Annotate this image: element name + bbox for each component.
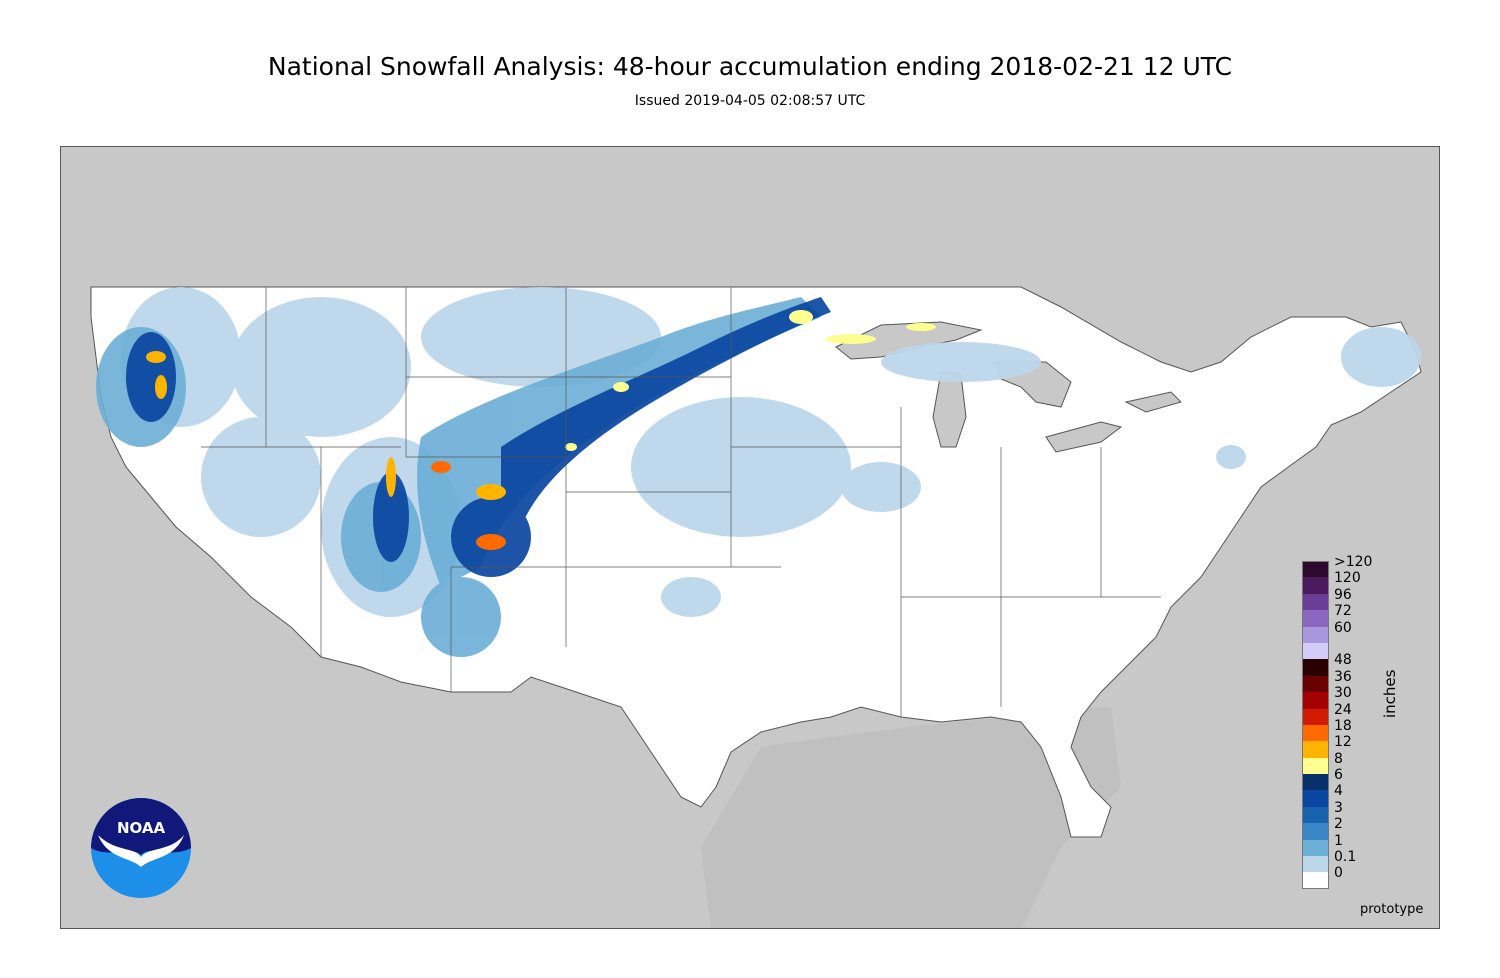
legend-swatch — [1302, 757, 1329, 775]
legend-label: 18 — [1334, 717, 1352, 734]
gulf-of-mexico — [701, 707, 1121, 928]
legend-label: >120 — [1334, 554, 1373, 570]
legend-swatch — [1302, 692, 1329, 709]
legend-swatch — [1302, 774, 1329, 791]
prototype-label: prototype — [1360, 902, 1424, 917]
legend-swatch — [1302, 856, 1329, 873]
snowfall-map — [60, 146, 1440, 929]
lake-erie — [1045, 421, 1123, 453]
legend-swatch — [1302, 724, 1329, 742]
legend-label: 96 — [1334, 586, 1352, 603]
legend-label: 2 — [1334, 816, 1343, 833]
noaa-logo-text: NOAA — [117, 819, 166, 837]
legend-swatch — [1302, 872, 1329, 889]
legend-label: 12 — [1334, 734, 1352, 751]
legend-swatch — [1302, 642, 1329, 660]
legend-swatch — [1302, 561, 1329, 578]
legend-label: 72 — [1334, 603, 1352, 620]
legend-swatch — [1302, 823, 1329, 840]
legend-swatch — [1302, 659, 1329, 676]
state-borders — [201, 287, 1161, 717]
legend-label: 8 — [1334, 750, 1343, 767]
snowfall-extreme — [146, 310, 936, 550]
legend-swatch — [1302, 708, 1329, 725]
legend-swatch — [1302, 577, 1329, 594]
lake-ontario — [1124, 391, 1182, 413]
legend-units: inches — [1381, 669, 1399, 718]
legend-swatch — [1302, 593, 1329, 611]
legend-label: 60 — [1334, 619, 1352, 636]
legend-label: 4 — [1334, 783, 1343, 800]
conus-land — [90, 286, 1422, 838]
legend-swatch — [1302, 675, 1329, 693]
legend-label: 0 — [1334, 865, 1343, 882]
legend-swatch — [1302, 806, 1329, 824]
map-title: National Snowfall Analysis: 48-hour accu… — [267, 52, 1233, 81]
legend-label: 0.1 — [1334, 849, 1357, 866]
legend-swatch — [1302, 839, 1329, 857]
legend-label: 30 — [1334, 685, 1352, 702]
legend-swatch — [1302, 610, 1329, 627]
legend-label: 6 — [1334, 767, 1343, 784]
lake-superior — [835, 321, 983, 360]
legend-label: 36 — [1334, 668, 1352, 685]
legend-label: 24 — [1334, 701, 1352, 718]
legend-label: 3 — [1334, 799, 1343, 816]
legend-label: 120 — [1334, 570, 1361, 587]
legend-label: 48 — [1334, 652, 1352, 669]
map-canvas — [61, 147, 1439, 928]
issued-timestamp: Issued 2019-04-05 02:08:57 UTC — [634, 93, 866, 109]
legend-swatch — [1302, 790, 1329, 807]
legend-swatch — [1302, 626, 1329, 643]
legend-label: 1 — [1334, 832, 1343, 849]
legend-swatch — [1302, 741, 1329, 758]
noaa-logo: NOAA — [90, 797, 192, 903]
